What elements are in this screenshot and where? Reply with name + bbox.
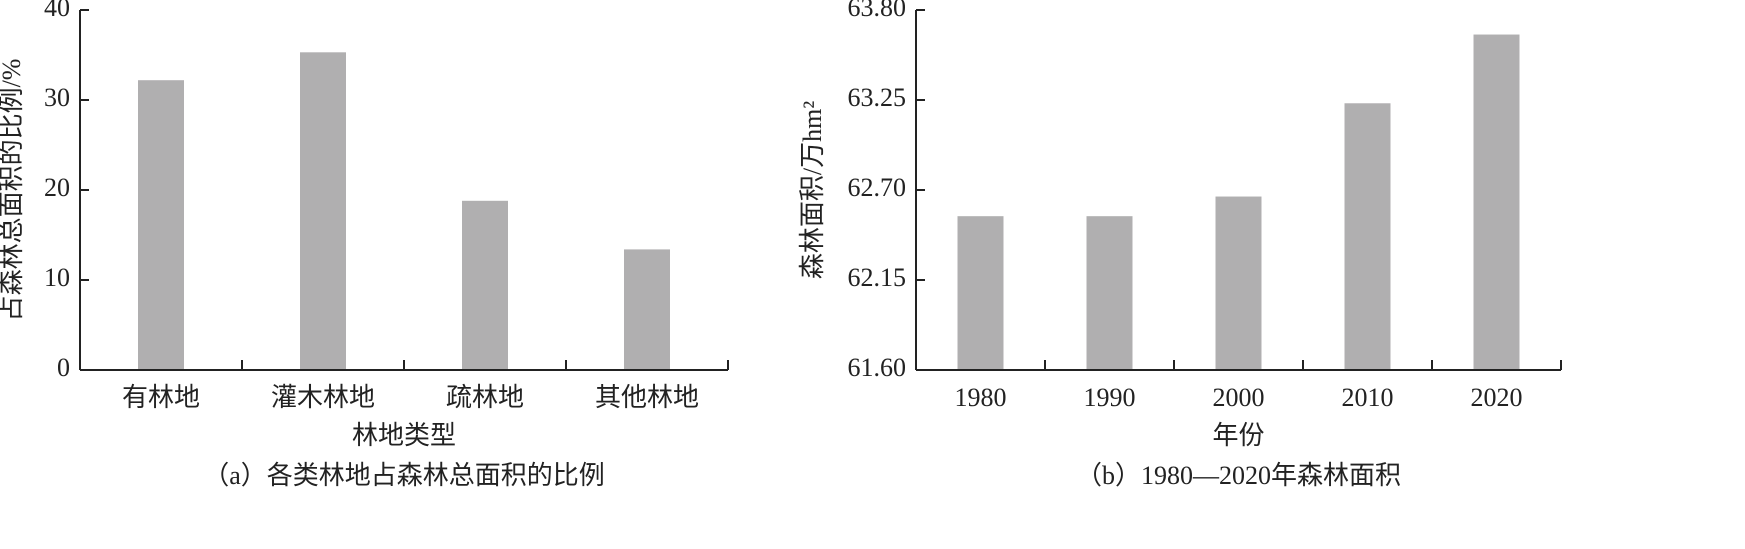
x-tick-label: 1980 (955, 383, 1007, 412)
y-tick-label: 63.80 (848, 0, 907, 22)
x-tick-label: 2000 (1213, 383, 1265, 412)
x-tick-label: 有林地 (122, 383, 200, 412)
bar (1473, 34, 1520, 370)
x-tick-label: 其他林地 (595, 383, 699, 412)
y-tick-label: 30 (44, 83, 70, 112)
bar (1344, 103, 1391, 370)
chart-title: （a）各类林地占森林总面积的比例 (203, 461, 605, 490)
x-tick-label: 灌木林地 (271, 383, 375, 412)
y-tick-label: 20 (44, 173, 70, 202)
bar (138, 80, 184, 370)
bar (300, 52, 346, 371)
y-tick-label: 62.15 (848, 263, 907, 292)
y-tick-label: 10 (44, 263, 70, 292)
y-tick-label: 63.25 (848, 83, 907, 112)
x-axis-label: 林地类型 (352, 421, 456, 450)
bar (1215, 196, 1262, 370)
bar (1086, 216, 1133, 370)
x-tick-label: 疏林地 (446, 383, 524, 412)
bar (624, 249, 670, 370)
bar (462, 200, 508, 370)
y-tick-label: 62.70 (848, 173, 907, 202)
x-tick-label: 1990 (1084, 383, 1136, 412)
y-tick-label: 61.60 (848, 353, 907, 382)
bar (957, 216, 1004, 370)
y-tick-label: 0 (57, 353, 70, 382)
y-tick-label: 40 (44, 0, 70, 22)
chart-title: （b）1980—2020年森林面积 (1076, 461, 1401, 490)
x-tick-label: 2020 (1471, 383, 1523, 412)
x-tick-label: 2010 (1342, 383, 1394, 412)
y-axis-label: 森林面积/万hm² (798, 101, 827, 279)
y-axis-label: 占森林总面积的比例/% (0, 59, 26, 322)
x-axis-label: 年份 (1212, 421, 1264, 450)
